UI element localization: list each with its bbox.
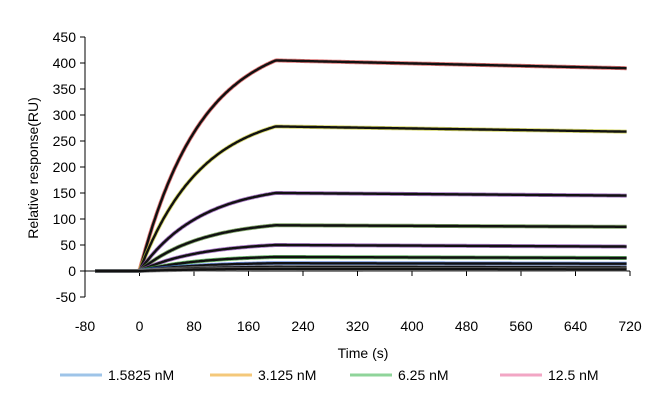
y-tick-label: 200 [53, 159, 77, 175]
y-ticks: -50 0 50 100 150 200 250 300 350 400 450 [53, 29, 85, 305]
y-axis-title: Relative response(RU) [25, 97, 41, 239]
y-tick-label: 50 [60, 237, 76, 253]
legend: 1.5825 nM 3.125 nM 6.25 nM 12.5 nM [60, 367, 599, 383]
legend-label: 6.25 nM [398, 367, 449, 383]
series-line [95, 255, 627, 273]
x-tick-label: 160 [237, 318, 261, 334]
y-tick-label: 350 [53, 81, 77, 97]
series-line [95, 224, 627, 273]
x-tick-label: 80 [186, 318, 202, 334]
x-tick-label: 480 [455, 318, 479, 334]
legend-label: 3.125 nM [258, 367, 316, 383]
y-tick-label: 250 [53, 133, 77, 149]
x-tick-label: 0 [136, 318, 144, 334]
y-tick-label: 400 [53, 55, 77, 71]
x-ticks: -80 0 80 160 240 320 400 480 560 640 720 [75, 271, 642, 334]
x-tick-label: 240 [291, 318, 315, 334]
series-line [95, 243, 627, 273]
series-line [95, 191, 627, 273]
x-tick-label: -80 [75, 318, 95, 334]
y-tick-label: 0 [68, 263, 76, 279]
legend-label: 12.5 nM [548, 367, 599, 383]
x-tick-label: 560 [509, 318, 533, 334]
y-tick-label: 300 [53, 107, 77, 123]
series [94, 58, 628, 273]
y-tick-label: -50 [56, 289, 76, 305]
series-line [95, 59, 627, 273]
legend-label: 1.5825 nM [108, 367, 174, 383]
x-axis-title: Time (s) [338, 345, 389, 361]
x-tick-label: 400 [400, 318, 424, 334]
x-tick-label: 720 [618, 318, 642, 334]
series-line [95, 262, 627, 273]
x-tick-label: 320 [346, 318, 370, 334]
series-line [95, 125, 627, 273]
y-tick-label: 100 [53, 211, 77, 227]
y-tick-label: 150 [53, 185, 77, 201]
x-tick-label: 640 [564, 318, 588, 334]
series-line [95, 267, 627, 273]
y-tick-label: 450 [53, 29, 77, 45]
